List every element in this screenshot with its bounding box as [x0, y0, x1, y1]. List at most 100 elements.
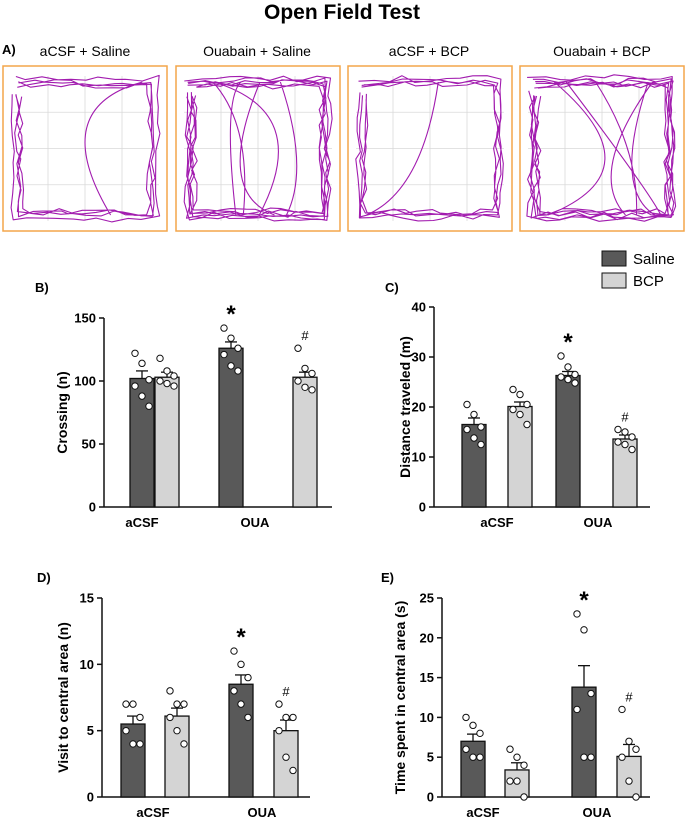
- data-point: [621, 428, 629, 436]
- data-point: [580, 626, 588, 634]
- figure-title: Open Field Test: [264, 1, 420, 24]
- significance-mark: *: [579, 587, 589, 614]
- significance-mark: *: [563, 329, 573, 356]
- track-trace: [183, 75, 333, 222]
- y-axis-label: Visit to central area (n): [55, 622, 71, 773]
- track-trace: [355, 75, 504, 222]
- significance-mark: #: [301, 328, 309, 343]
- track-trace: [10, 74, 161, 223]
- data-point: [289, 766, 297, 775]
- data-point: [166, 687, 174, 695]
- data-point: [476, 729, 484, 738]
- bar-saline-oua: [571, 686, 597, 798]
- data-point: [180, 700, 188, 708]
- data-point: [587, 753, 595, 761]
- data-point: [509, 405, 517, 414]
- data-point: [506, 777, 514, 785]
- data-point: [509, 385, 517, 394]
- bar-bcp-acsf: [154, 376, 180, 508]
- data-point: [571, 370, 579, 379]
- significance-mark: #: [625, 689, 633, 704]
- data-point: [234, 367, 242, 375]
- data-point: [520, 761, 528, 769]
- data-point: [294, 344, 302, 352]
- legend-swatch-bcp: [601, 272, 627, 289]
- data-point: [632, 745, 640, 753]
- data-point: [632, 793, 640, 801]
- data-point: [470, 410, 478, 419]
- data-point: [573, 705, 581, 714]
- data-point: [131, 382, 139, 390]
- bar-bcp-oua: [616, 755, 642, 798]
- data-point: [237, 700, 245, 708]
- data-point: [234, 344, 242, 352]
- data-point: [170, 382, 178, 390]
- data-point: [516, 390, 524, 399]
- data-point: [220, 350, 228, 359]
- data-point: [145, 376, 153, 384]
- data-point: [573, 610, 581, 618]
- data-point: [131, 349, 139, 357]
- x-category-label: OUA: [584, 515, 614, 530]
- panel-label: D): [37, 570, 51, 585]
- data-point: [477, 423, 485, 431]
- x-category-label: aCSF: [466, 805, 499, 820]
- data-point: [173, 726, 181, 735]
- chart-panel-b: B) 0 50 100 150 Crossing (n) aCSF OUA * #: [35, 280, 332, 530]
- legend-label-saline: Saline: [633, 251, 675, 268]
- bar-saline-oua: [555, 374, 581, 508]
- y-axis-label: Crossing (n): [54, 371, 70, 453]
- legend-swatch-saline: [601, 250, 627, 267]
- bar-saline-acsf: [120, 723, 146, 798]
- data-point: [462, 745, 470, 753]
- data-point: [625, 737, 633, 745]
- data-point: [138, 392, 146, 400]
- data-point: [477, 440, 485, 449]
- data-point: [621, 440, 629, 449]
- panel-label-a: A): [2, 42, 16, 57]
- data-point: [129, 740, 137, 748]
- data-point: [476, 753, 484, 761]
- significance-mark: #: [621, 410, 629, 425]
- data-point: [469, 721, 477, 730]
- data-point: [122, 700, 130, 708]
- y-tick-label: 5: [87, 723, 94, 738]
- data-point: [516, 410, 524, 419]
- y-tick-label: 20: [412, 400, 426, 415]
- track-title-3: aCSF + BCP: [389, 43, 470, 59]
- data-point: [571, 379, 579, 387]
- legend: Saline BCP: [601, 250, 675, 290]
- data-point: [122, 726, 130, 735]
- y-tick-label: 15: [420, 670, 434, 685]
- data-point: [523, 420, 531, 429]
- data-point: [580, 753, 588, 761]
- track-plot-1: [2, 65, 168, 232]
- data-point: [308, 386, 316, 394]
- data-point: [614, 438, 622, 446]
- data-point: [463, 400, 471, 409]
- data-point: [129, 700, 137, 708]
- data-point: [614, 425, 622, 434]
- data-point: [227, 362, 235, 370]
- x-category-label: OUA: [583, 805, 613, 820]
- data-point: [220, 324, 228, 332]
- track-plot-3: [347, 65, 513, 232]
- data-point: [523, 400, 531, 409]
- data-point: [520, 793, 528, 801]
- data-point: [463, 425, 471, 434]
- data-point: [469, 753, 477, 761]
- panel-label: E): [381, 570, 394, 585]
- bar-saline-acsf: [129, 377, 155, 508]
- data-point: [618, 705, 626, 714]
- data-point: [628, 433, 636, 441]
- data-point: [156, 354, 164, 363]
- y-tick-label: 25: [420, 591, 434, 606]
- data-point: [587, 689, 595, 698]
- track-plot-2: [175, 65, 341, 232]
- data-point: [301, 383, 309, 391]
- y-axis-label: Distance traveled (m): [397, 336, 413, 478]
- x-category-label: aCSF: [480, 515, 513, 530]
- track-plot-4: [519, 65, 685, 232]
